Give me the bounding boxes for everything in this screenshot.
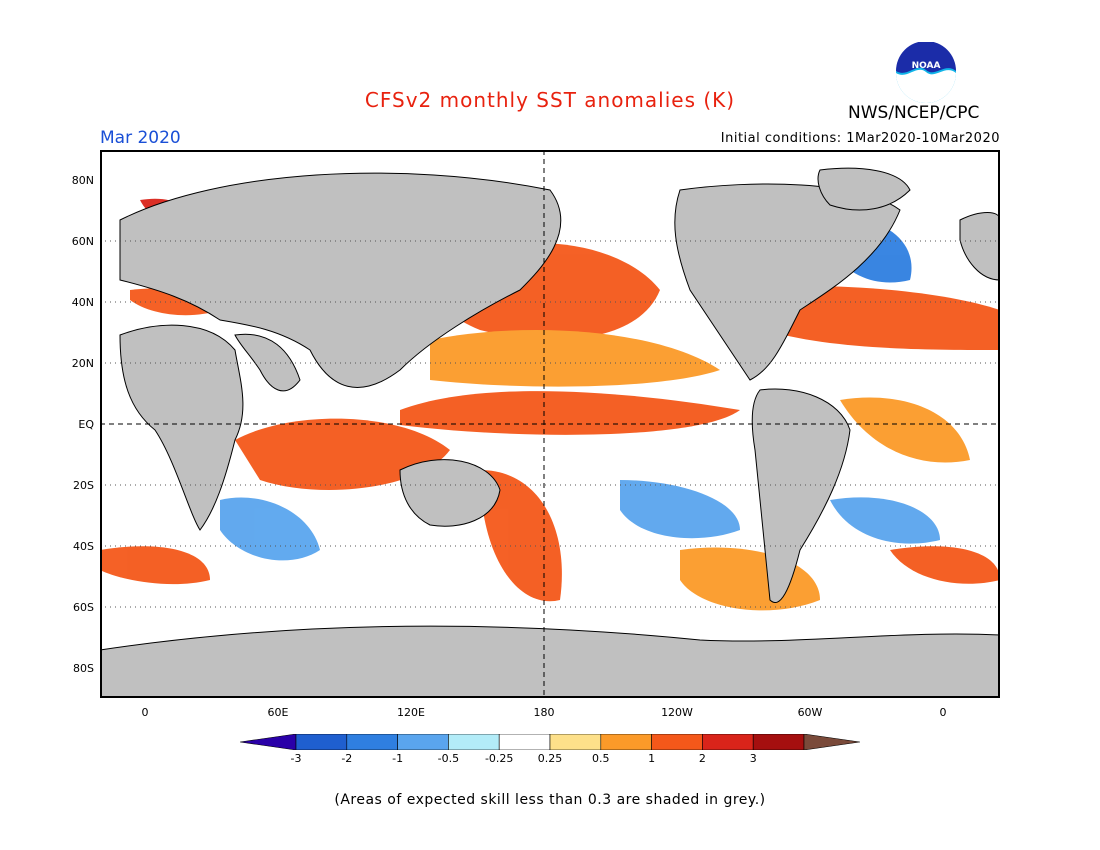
map-frame [100, 150, 1000, 698]
colorbar-segment [295, 734, 348, 750]
south-america [751, 388, 851, 603]
antarctica [100, 625, 1000, 698]
lat-label: 40S [73, 540, 94, 553]
lat-label: 40N [71, 296, 94, 309]
southern-indian-cool [220, 497, 320, 561]
colorbar-level-label: 0.25 [537, 752, 563, 765]
agency-label: NWS/NCEP/CPC [848, 103, 980, 123]
skill-note: (Areas of expected skill less than 0.3 a… [334, 792, 766, 808]
colorbar-level-label: -2 [341, 752, 353, 765]
colorbar-level-label: -0.25 [484, 752, 514, 765]
initial-conditions: Initial conditions: 1Mar2020-10Mar2020 [720, 131, 1000, 146]
australia [399, 459, 501, 527]
lat-label: 60S [73, 601, 94, 614]
south-pacific-cool [620, 480, 740, 539]
south-pacific-warm [480, 470, 562, 602]
greenland [817, 167, 911, 211]
lat-label: 20S [73, 479, 94, 492]
colorbar-segment [752, 734, 805, 750]
lon-label: 180 [533, 706, 555, 719]
lon-label: 120W [661, 706, 693, 719]
lon-label: 60E [267, 706, 289, 719]
colorbar-under-triangle [240, 734, 297, 750]
colorbar-level-label: 2 [698, 752, 706, 765]
lat-label: EQ [78, 418, 94, 431]
noaa-logo: NOAA [895, 41, 957, 104]
colorbar-segment [448, 734, 500, 750]
colorbar-level-label: -0.5 [437, 752, 460, 765]
south-atlantic-warm-west [100, 546, 210, 585]
colorbar-segment [549, 734, 602, 750]
colorbar [240, 734, 860, 750]
indian-warm [235, 418, 450, 490]
chart-title: CFSv2 monthly SST anomalies (K) [364, 88, 736, 112]
africa [119, 324, 244, 531]
south-atlantic-cool [830, 497, 940, 544]
colorbar-segment [702, 734, 754, 750]
colorbar-segment [651, 734, 703, 750]
colorbar-segment [498, 734, 551, 750]
eurasia [119, 172, 562, 388]
sst-anomaly-map [100, 150, 1000, 698]
month-label: Mar 2020 [100, 128, 181, 148]
land-masses [100, 167, 1000, 698]
pacific-north-orange [430, 330, 720, 387]
lat-label: 80S [73, 662, 94, 675]
colorbar-level-label: 0.5 [592, 752, 610, 765]
lon-label: 60W [797, 706, 823, 719]
south-atlantic-warm [890, 546, 1000, 584]
colorbar-level-label: 1 [648, 752, 656, 765]
lon-label: 0 [141, 706, 149, 719]
atlantic-eq-warm [840, 397, 970, 463]
colorbar-level-label: -1 [392, 752, 404, 765]
lon-label: 120E [397, 706, 425, 719]
logo-lettering: NOAA [912, 61, 941, 71]
colorbar-level-label: -3 [290, 752, 302, 765]
graticule [100, 150, 1000, 698]
lat-label: 20N [71, 357, 94, 370]
lat-label: 80N [71, 174, 94, 187]
colorbar-level-label: 3 [749, 752, 757, 765]
colorbar-segment [397, 734, 449, 750]
lat-label: 60N [71, 235, 94, 248]
colorbar-segment [600, 734, 652, 750]
pacific-eq-warm [400, 391, 740, 435]
colorbar-over-triangle [803, 734, 860, 750]
colorbar-segment [346, 734, 398, 750]
lon-label: 0 [939, 706, 947, 719]
arabia-india [234, 333, 301, 392]
